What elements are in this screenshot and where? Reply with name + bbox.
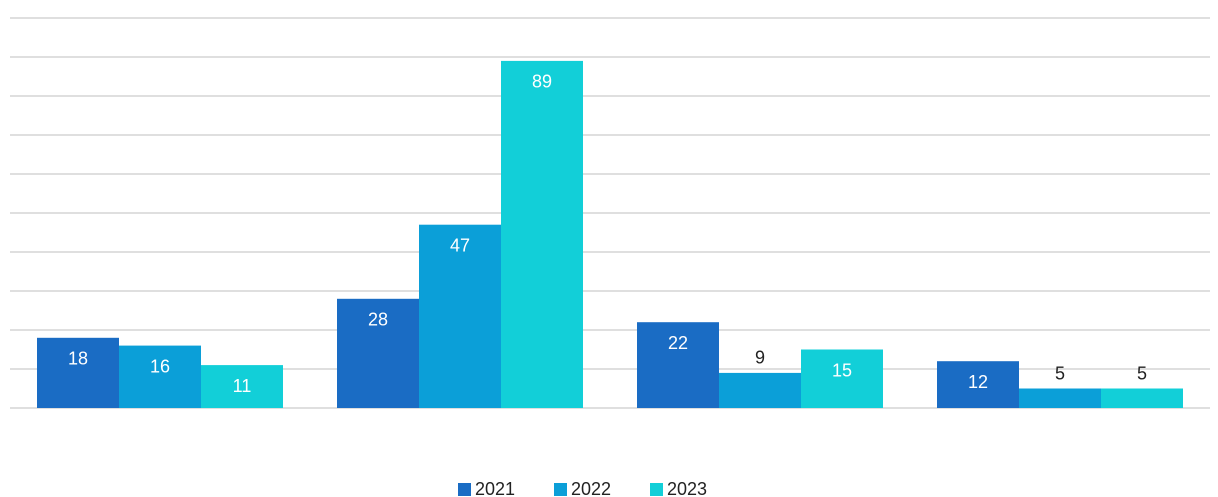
- data-label: 28: [368, 310, 388, 330]
- data-label: 9: [755, 348, 765, 368]
- legend-swatch: [554, 483, 567, 496]
- bar: [719, 372, 801, 408]
- bar: [337, 298, 419, 408]
- legend-label: 2021: [475, 479, 515, 497]
- bar: [37, 337, 119, 408]
- legend-swatch: [650, 483, 663, 496]
- bar: [937, 361, 1019, 408]
- bar: [801, 349, 883, 408]
- bar: [637, 322, 719, 408]
- bar: [501, 60, 583, 409]
- legend-label: 2023: [667, 479, 707, 497]
- bar: [201, 365, 283, 408]
- data-label: 12: [968, 372, 988, 392]
- bar: [119, 345, 201, 408]
- legend-label: 2022: [571, 479, 611, 497]
- bar: [1019, 388, 1101, 408]
- data-label: 5: [1137, 363, 1147, 383]
- data-label: 22: [668, 333, 688, 353]
- bar: [419, 224, 501, 408]
- bar: [1101, 388, 1183, 408]
- data-label: 89: [532, 72, 552, 92]
- data-label: 5: [1055, 363, 1065, 383]
- data-label: 15: [832, 360, 852, 380]
- legend-swatch: [458, 483, 471, 496]
- data-label: 18: [68, 349, 88, 369]
- data-label: 11: [233, 376, 252, 396]
- data-label: 47: [450, 235, 470, 255]
- data-label: 16: [150, 356, 170, 376]
